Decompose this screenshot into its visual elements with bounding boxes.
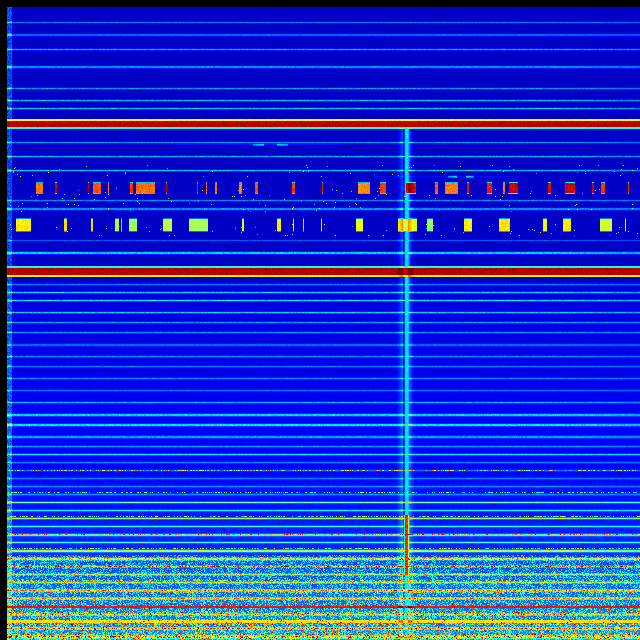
spectrogram-canvas[interactable]: [0, 0, 640, 640]
spectrogram-view[interactable]: RF Waterfall Spectrogram low-activity no…: [0, 0, 640, 640]
